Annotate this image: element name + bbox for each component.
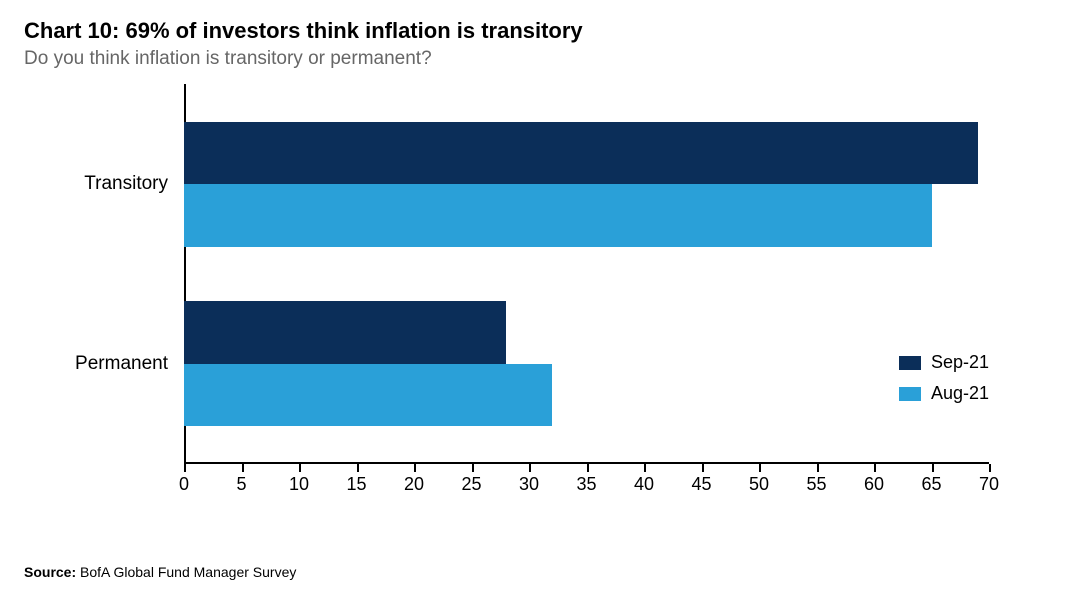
bar [184, 301, 506, 363]
chart-subtitle: Do you think inflation is transitory or … [24, 48, 1049, 70]
chart-card: Chart 10: 69% of investors think inflati… [0, 0, 1073, 594]
category-label: Permanent [75, 353, 184, 375]
x-tick [989, 464, 991, 472]
x-tick-label: 25 [461, 474, 481, 495]
x-tick-label: 55 [806, 474, 826, 495]
x-tick [817, 464, 819, 472]
x-tick [414, 464, 416, 472]
x-tick [299, 464, 301, 472]
chart-title: Chart 10: 69% of investors think inflati… [24, 18, 1049, 44]
source-line: Source: BofA Global Fund Manager Survey [24, 564, 296, 580]
bar [184, 184, 932, 246]
legend-item: Aug-21 [899, 383, 989, 404]
x-tick-label: 20 [404, 474, 424, 495]
x-tick-label: 0 [179, 474, 189, 495]
legend-item: Sep-21 [899, 352, 989, 373]
x-tick [759, 464, 761, 472]
x-tick [644, 464, 646, 472]
chart-area: 0510152025303540455055606570TransitoryPe… [24, 84, 1049, 464]
x-tick [932, 464, 934, 472]
legend-label: Aug-21 [931, 383, 989, 404]
legend-label: Sep-21 [931, 352, 989, 373]
x-tick-label: 10 [289, 474, 309, 495]
x-tick [242, 464, 244, 472]
x-tick-label: 30 [519, 474, 539, 495]
x-tick-label: 50 [749, 474, 769, 495]
x-tick-label: 35 [576, 474, 596, 495]
x-tick-label: 15 [346, 474, 366, 495]
legend-swatch [899, 387, 921, 401]
x-tick [587, 464, 589, 472]
x-tick [874, 464, 876, 472]
x-tick-label: 5 [236, 474, 246, 495]
legend-swatch [899, 356, 921, 370]
source-label: Source: [24, 564, 76, 580]
x-tick [529, 464, 531, 472]
legend: Sep-21 Aug-21 [899, 342, 989, 404]
bar [184, 122, 978, 184]
bar [184, 364, 552, 426]
x-tick-label: 65 [921, 474, 941, 495]
x-tick [472, 464, 474, 472]
x-tick-label: 45 [691, 474, 711, 495]
plot-area: 0510152025303540455055606570TransitoryPe… [184, 84, 989, 464]
x-tick-label: 70 [979, 474, 999, 495]
source-value: BofA Global Fund Manager Survey [80, 564, 296, 580]
x-tick-label: 60 [864, 474, 884, 495]
x-tick-label: 40 [634, 474, 654, 495]
x-tick [702, 464, 704, 472]
x-tick [357, 464, 359, 472]
x-tick [184, 464, 186, 472]
category-label: Transitory [84, 173, 184, 195]
